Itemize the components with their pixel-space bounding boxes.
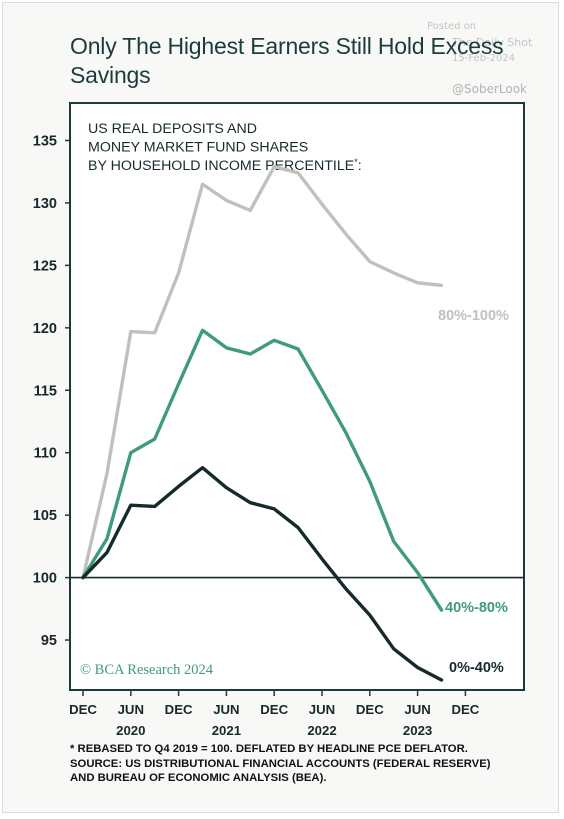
page-title: Only The Highest Earners Still Hold Exce…	[70, 33, 504, 88]
watermark-handle: @SoberLook	[452, 82, 527, 96]
y-tick-label: 110	[34, 446, 57, 462]
copyright-text: © BCA Research 2024	[80, 662, 214, 678]
watermark-posted: Posted on	[427, 21, 477, 32]
series-line-2	[81, 466, 444, 682]
series-label: 40%-80%	[445, 600, 508, 616]
footnote-marker: *	[354, 157, 358, 167]
y-tick-label: 135	[33, 133, 57, 149]
x-tick-label: DEC	[451, 702, 479, 717]
footnote: * REBASED TO Q4 2019 = 100. DEFLATED BY …	[70, 742, 550, 786]
watermark-date: 15-Feb-2024	[452, 53, 516, 64]
x-tick-label: JUN	[404, 702, 430, 717]
footnote-bea: AND BUREAU OF ECONOMIC ANALYSIS (BEA).	[70, 772, 327, 784]
y-tick-label: 115	[34, 383, 57, 399]
chart-title-line: MONEY MARKET FUND SHARES	[88, 140, 308, 156]
chart-title-line: BY HOUSEHOLD INCOME PERCENTILE*:	[88, 157, 362, 174]
series-line-1	[81, 328, 444, 612]
x-tick-label: DEC	[260, 702, 288, 717]
series-label: 0%-40%	[449, 660, 504, 676]
footnote-source: SOURCE: US DISTRIBUTIONAL FINANCIAL ACCO…	[70, 757, 491, 770]
x-tick-label: DEC	[69, 702, 97, 717]
x-tick-label: JUN	[118, 702, 144, 717]
title-colon: :	[358, 158, 362, 174]
footnote-rebase: * REBASED TO Q4 2019 = 100. DEFLATED BY …	[70, 743, 468, 755]
y-tick-label: 95	[41, 633, 57, 649]
series-line-0	[81, 164, 444, 580]
y-tick-label: 100	[33, 571, 57, 587]
y-tick-label: 130	[33, 196, 57, 212]
y-tick-label: 120	[33, 321, 57, 337]
x-tick-label: DEC	[356, 702, 384, 717]
x-tick-label: JUN	[213, 702, 239, 717]
x-year-label: 2020	[116, 723, 145, 738]
plot-area	[69, 102, 525, 691]
watermark-source: The Daily Shot	[452, 36, 533, 49]
y-tick-label: 125	[33, 258, 57, 274]
x-tick-label: JUN	[309, 702, 335, 717]
x-year-label: 2022	[307, 723, 336, 738]
series-label: 80%-100%	[438, 308, 509, 324]
x-tick-label: DEC	[165, 702, 193, 717]
x-year-label: 2023	[403, 723, 432, 738]
y-tick-label: 105	[33, 508, 57, 524]
x-year-label: 2021	[212, 723, 241, 738]
chart-title-line: US REAL DEPOSITS AND	[88, 121, 257, 137]
